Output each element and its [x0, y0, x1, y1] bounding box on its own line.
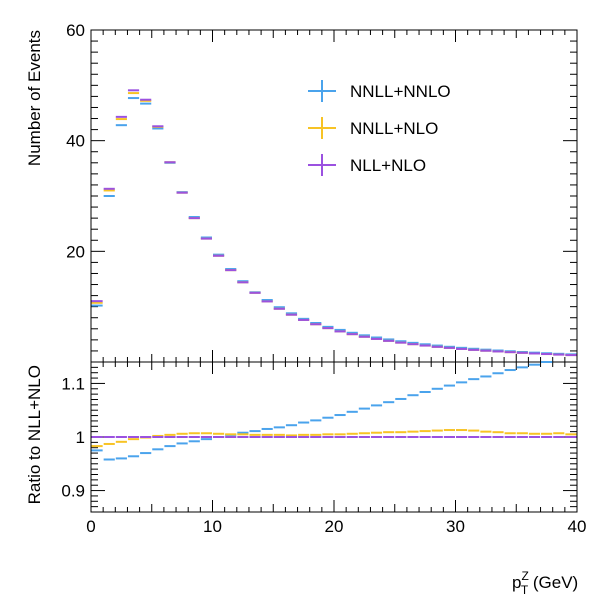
x-axis-label-sup: Z: [521, 569, 528, 583]
ratio-y-tick-label: 0.9: [61, 482, 85, 501]
x-axis-label-base: p: [512, 573, 521, 592]
main-series-nnll-nlo: [91, 92, 577, 357]
ratio-series-nnll-nnlo: [91, 361, 553, 461]
x-axis-label-unit: (GeV): [528, 573, 578, 592]
svg-text:pZT (GeV): pZ T (GeV): [512, 569, 578, 597]
legend: NNLL+NNLO NNLL+NLO NLL+NLO: [308, 80, 451, 176]
main-y-tick-label: 20: [66, 242, 85, 261]
main-frame: [90, 29, 578, 363]
ratio-x-tick-label: 10: [203, 517, 222, 536]
ratio-panel: 0.9 1 1.1 0 10 20 30 40: [61, 361, 587, 536]
main-y-axis-label: Number of Events: [25, 30, 44, 166]
ratio-frame: [90, 361, 578, 513]
main-series-nnll-nnlo: [91, 97, 577, 356]
x-axis-label: pZ T (GeV): [512, 569, 578, 597]
ratio-y-tick-label: 1.1: [61, 374, 85, 393]
legend-label: NNLL+NLO: [350, 119, 438, 138]
main-y-tick-label: 40: [66, 132, 85, 151]
ratio-x-tick-label: 0: [86, 517, 95, 536]
x-axis-label-sub: T: [521, 583, 529, 597]
main-series-nll-nlo: [91, 89, 577, 357]
ratio-y-tick-label: 1: [76, 428, 85, 447]
ratio-x-tick-label: 30: [446, 517, 465, 536]
legend-label: NNLL+NNLO: [350, 82, 451, 101]
ratio-y-axis-label: Ratio to NLL+NLO: [25, 365, 44, 504]
ratio-x-tick-label: 20: [325, 517, 344, 536]
ratio-x-tick-label: 40: [568, 517, 587, 536]
main-y-tick-label: 60: [66, 21, 85, 40]
ratio-series-nnll-nlo: [91, 429, 577, 448]
main-panel: 20 40 60 NNLL+NNLO NNLL+NLO NLL+NLO: [66, 21, 578, 363]
legend-label: NLL+NLO: [350, 156, 426, 175]
